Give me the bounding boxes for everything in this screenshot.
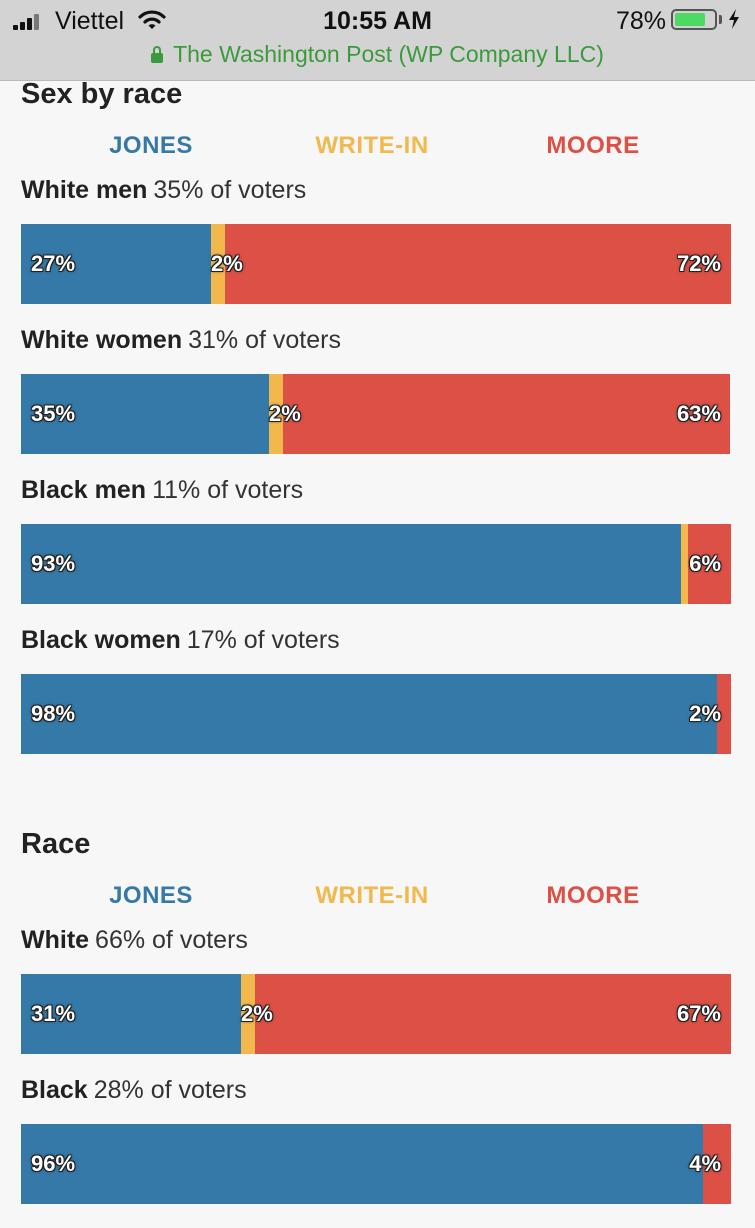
voter-share: 11% of voters — [152, 476, 304, 504]
bar-segment-write-in — [269, 374, 283, 454]
data-label-jones: 93% — [31, 551, 76, 576]
group-label: Black men 11% of voters — [21, 475, 731, 510]
bar-segment-write-in — [241, 974, 255, 1054]
group-name: White — [21, 926, 90, 954]
group-name: Black women — [21, 626, 181, 654]
stacked-bar: 93% 6% — [21, 524, 731, 604]
battery-percentage: 78% — [615, 7, 666, 35]
stacked-bar: 31% 2% 67% — [21, 974, 731, 1054]
group-black-men: Black men 11% of voters 93% 6% — [21, 475, 731, 625]
stacked-bar: 96% 4% — [21, 1124, 731, 1204]
data-label-write-in: 2% — [269, 401, 301, 426]
bar-segment-jones — [21, 674, 717, 754]
chart-race: Race JONES WRITE-IN MOORE White 66% of vo… — [21, 826, 731, 1225]
legend: JONES WRITE-IN MOORE — [21, 131, 731, 175]
voter-share: 35% of voters — [153, 176, 307, 204]
data-label-jones: 98% — [31, 701, 76, 726]
group-label: White women 31% of voters — [21, 325, 731, 360]
legend-write-in: WRITE-IN — [315, 882, 429, 909]
lock-icon — [151, 46, 164, 63]
bar-segment-moore — [688, 524, 731, 604]
data-label-jones: 96% — [31, 1151, 76, 1176]
bar-segment-write-in — [211, 224, 225, 304]
group-white-women: White women 31% of voters 35% 2% 63% — [21, 325, 731, 475]
legend-moore: MOORE — [546, 882, 640, 909]
cellular-signal-icon — [13, 14, 47, 30]
stacked-bar: 98% 2% — [21, 674, 731, 754]
data-label-write-in: 2% — [241, 1001, 273, 1026]
group-black-women: Black women 17% of voters 98% 2% — [21, 625, 731, 775]
data-label-jones: 27% — [31, 251, 76, 276]
carrier-name: Viettel — [55, 7, 125, 35]
voter-share: 17% of voters — [186, 626, 340, 654]
chart-title: Race — [21, 828, 91, 860]
bar-segment-moore — [717, 674, 731, 754]
bar-groups: White men 35% of voters 27% 2% 72% White wome… — [21, 175, 731, 775]
group-label: Black 28% of voters — [21, 1075, 731, 1110]
data-label-moore: 6% — [689, 551, 721, 576]
bar-segment-write-in — [681, 524, 688, 604]
bar-segment-jones — [21, 1124, 703, 1204]
bar-segment-jones — [21, 524, 681, 604]
battery-tip — [719, 15, 722, 24]
bar-segment-moore — [283, 374, 730, 454]
bar-groups: White 66% of voters 31% 2% 67% Black 28% of vo… — [21, 925, 731, 1225]
legend-moore: MOORE — [546, 132, 640, 159]
bar-segment-moore — [255, 974, 731, 1054]
data-label-moore: 63% — [676, 401, 721, 426]
voter-share: 31% of voters — [188, 326, 341, 354]
legend-jones: JONES — [109, 132, 193, 159]
group-white-men: White men 35% of voters 27% 2% 72% — [21, 175, 731, 325]
legend-jones: JONES — [109, 882, 193, 909]
group-label: Black women 17% of voters — [21, 625, 731, 660]
stacked-bar: 35% 2% 63% — [21, 374, 731, 454]
data-label-moore: 2% — [689, 701, 721, 726]
data-label-moore: 72% — [676, 251, 721, 276]
group-black: Black 28% of voters 96% 4% — [21, 1075, 731, 1225]
battery-level-fill — [675, 13, 705, 26]
voter-share: 66% of voters — [95, 926, 248, 954]
chart-sex-by-race: Sex by race JONES WRITE-IN MOORE White m… — [21, 76, 731, 775]
url-text: The Washington Post (WP Company LLC) — [173, 41, 604, 67]
legend-write-in: WRITE-IN — [315, 132, 429, 159]
bar-segment-jones — [21, 974, 241, 1054]
chart-title: Sex by race — [21, 78, 183, 110]
voter-share: 28% of voters — [93, 1076, 247, 1104]
stacked-bar: 27% 2% 72% — [21, 224, 731, 304]
data-label-moore: 4% — [689, 1151, 721, 1176]
wifi-icon — [138, 10, 166, 29]
group-name: Black men — [21, 476, 147, 504]
bar-segment-jones — [21, 374, 269, 454]
legend: JONES WRITE-IN MOORE — [21, 881, 731, 925]
bar-segment-moore — [703, 1124, 731, 1204]
group-white: White 66% of voters 31% 2% 67% — [21, 925, 731, 1075]
charging-bolt-icon — [729, 9, 739, 29]
data-label-jones: 31% — [31, 1001, 76, 1026]
battery-icon — [671, 9, 717, 30]
data-label-moore: 67% — [676, 1001, 721, 1026]
bar-segment-jones — [21, 224, 211, 304]
group-label: White men 35% of voters — [21, 175, 731, 210]
group-name: Black — [21, 1076, 88, 1104]
url-bar[interactable]: The Washington Post (WP Company LLC) — [0, 40, 755, 68]
status-bar: Viettel 10:55 AM 78% The Washington Post… — [0, 0, 755, 81]
group-name: White men — [21, 176, 148, 204]
bar-segment-moore — [225, 224, 731, 304]
data-label-jones: 35% — [31, 401, 76, 426]
group-name: White women — [21, 326, 183, 354]
group-label: White 66% of voters — [21, 925, 731, 960]
data-label-write-in: 2% — [211, 251, 243, 276]
